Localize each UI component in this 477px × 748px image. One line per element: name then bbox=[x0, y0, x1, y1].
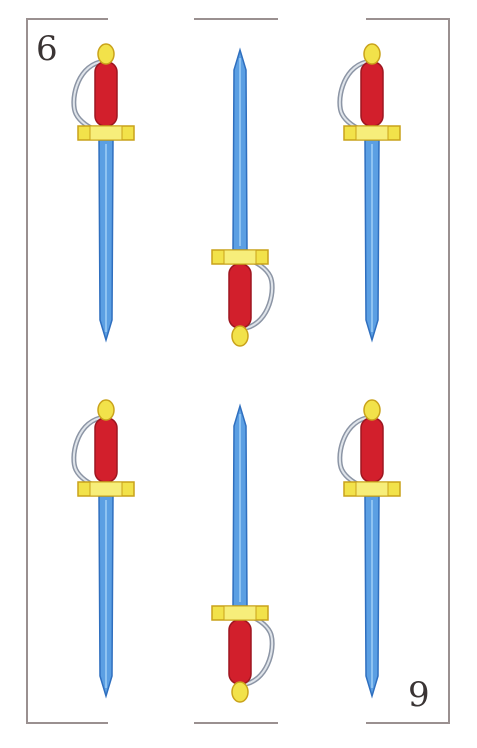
sword-top-center-icon bbox=[200, 40, 280, 350]
frame-bottom-left bbox=[26, 722, 108, 724]
sword-group bbox=[71, 399, 135, 699]
sword-bottom-center-icon bbox=[200, 396, 280, 706]
cross-guard-center bbox=[355, 125, 389, 141]
frame-top-right bbox=[366, 18, 450, 20]
rank-index-bottom: 9 bbox=[408, 675, 430, 715]
sword-group bbox=[337, 399, 401, 699]
pommel bbox=[97, 43, 115, 65]
sword-top-right-icon bbox=[332, 40, 412, 350]
sword-svg bbox=[211, 47, 275, 347]
cross-guard-center bbox=[89, 481, 123, 497]
sword-group bbox=[337, 43, 401, 343]
sword-top-left-icon bbox=[66, 40, 146, 350]
grip bbox=[94, 417, 118, 483]
grip bbox=[94, 61, 118, 127]
sword-group bbox=[71, 43, 135, 343]
sword-svg bbox=[337, 43, 401, 343]
pommel bbox=[363, 399, 381, 421]
grip bbox=[360, 61, 384, 127]
frame-bottom-center bbox=[194, 722, 278, 724]
sword-svg bbox=[71, 399, 135, 699]
frame-right-edge bbox=[448, 18, 450, 724]
frame-top-center bbox=[194, 18, 278, 20]
sword-group bbox=[211, 47, 275, 347]
frame-left-edge bbox=[26, 18, 28, 724]
cross-guard-center bbox=[355, 481, 389, 497]
sword-group bbox=[211, 403, 275, 703]
sword-svg bbox=[71, 43, 135, 343]
sword-svg bbox=[337, 399, 401, 699]
grip bbox=[228, 263, 252, 329]
pommel bbox=[363, 43, 381, 65]
pommel bbox=[231, 325, 249, 347]
frame-bottom-right bbox=[366, 722, 450, 724]
grip bbox=[360, 417, 384, 483]
rank-index-top: 6 bbox=[36, 29, 58, 69]
sword-svg bbox=[211, 403, 275, 703]
pommel bbox=[231, 681, 249, 703]
frame-top-left bbox=[26, 18, 108, 20]
cross-guard-center bbox=[89, 125, 123, 141]
cross-guard-center bbox=[223, 605, 257, 621]
cross-guard-center bbox=[223, 249, 257, 265]
grip bbox=[228, 619, 252, 685]
pommel bbox=[97, 399, 115, 421]
sword-bottom-left-icon bbox=[66, 396, 146, 706]
sword-bottom-right-icon bbox=[332, 396, 412, 706]
